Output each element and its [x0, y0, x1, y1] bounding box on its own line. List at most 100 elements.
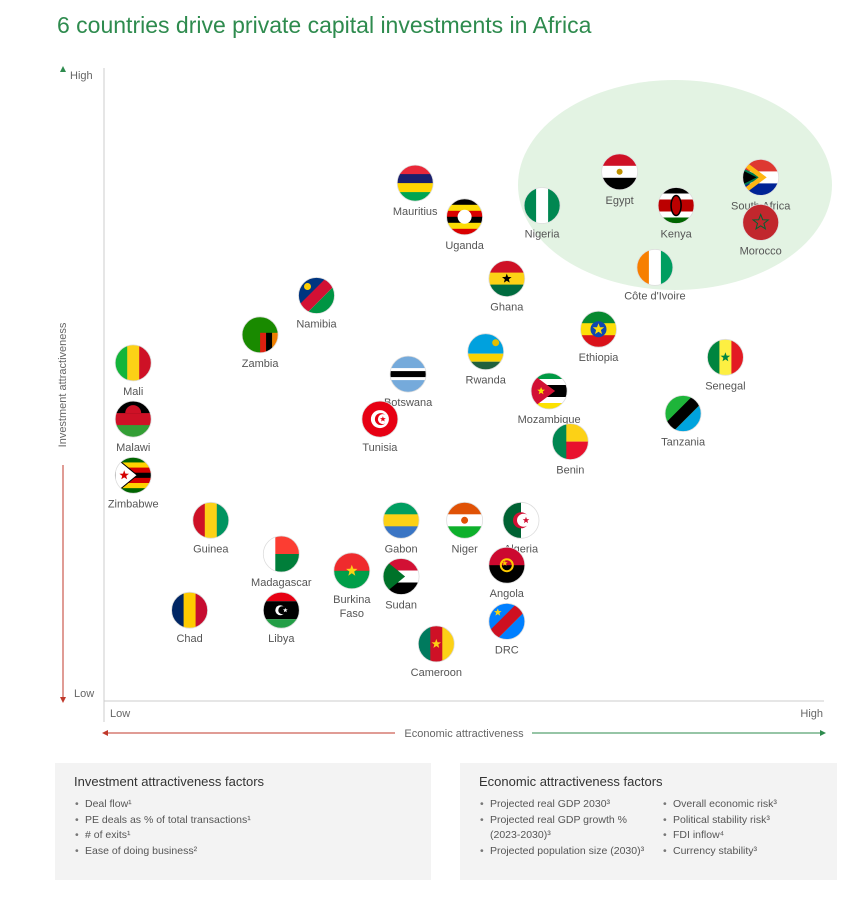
investment-factors-list: Deal flow¹ PE deals as % of total transa…: [75, 797, 251, 859]
southafrica-flag-icon: [742, 159, 779, 196]
rwanda-flag-icon: [467, 333, 504, 370]
flag-outline: [241, 316, 279, 354]
page-title: 6 countries drive private capital invest…: [57, 12, 592, 38]
flag-outline: [262, 535, 300, 573]
point-tanzania: Tanzania: [661, 395, 706, 449]
x-arrow-head-right: [820, 730, 826, 736]
point-mozambique: Mozambique: [518, 372, 581, 426]
point-label: Gabon: [385, 543, 418, 555]
drc-flag-icon: [488, 603, 525, 640]
point-label: DRC: [495, 644, 519, 656]
flag-outline: [580, 310, 617, 348]
scatter-chart: Investment attractiveness High Low Econo…: [57, 66, 832, 740]
list-item: Projected population size (2030)³: [480, 844, 645, 860]
flag-outline: [114, 344, 152, 382]
morocco-flag-icon: [742, 204, 779, 241]
flag-outline: [361, 400, 399, 438]
flag-outline: [114, 456, 152, 494]
flag-outline: [551, 423, 589, 461]
point-mali: Mali: [114, 344, 152, 398]
sudan-flag-icon: [383, 558, 420, 595]
flag-outline: [601, 153, 638, 191]
point-benin: Benin: [551, 423, 589, 477]
point-rwanda: Rwanda: [466, 333, 507, 387]
malawi-flag-icon: [115, 401, 152, 438]
point-label: Benin: [556, 465, 584, 477]
y-arrow-head-bottom: [60, 697, 66, 703]
point-label: Morocco: [740, 245, 782, 257]
point-label: Chad: [176, 633, 202, 645]
flag-outline: [389, 355, 427, 393]
economic-factors-title: Economic attractiveness factors: [479, 774, 663, 789]
point-zambia: Zambia: [241, 316, 279, 370]
flag-outline: [171, 591, 209, 629]
point-label: Angola: [490, 588, 525, 600]
point-label: Malawi: [116, 442, 150, 454]
uganda-flag-icon: [446, 198, 483, 235]
point-drc: DRC: [488, 603, 526, 656]
list-item: Ease of doing business²: [75, 844, 251, 860]
ethiopia-flag-icon: [580, 311, 617, 348]
point-label: Rwanda: [466, 375, 507, 387]
angola-flag-icon: [488, 547, 525, 584]
botswana-flag-icon: [390, 356, 427, 393]
point-algeria: Algeria: [502, 501, 540, 555]
flag-outline: [298, 277, 335, 314]
y-tick-low: Low: [74, 688, 94, 700]
point-ethiopia: Ethiopia: [579, 310, 620, 364]
point-nigeria: Nigeria: [523, 187, 561, 241]
flag-outline: [523, 187, 561, 224]
y-tick-high: High: [70, 70, 93, 82]
list-item: Political stability risk³: [663, 813, 833, 829]
flag-outline: [657, 187, 695, 224]
point-sudan: Sudan: [382, 558, 420, 612]
flag-outline: [382, 558, 420, 595]
x-tick-high: High: [800, 708, 823, 720]
point-label: Libya: [268, 633, 295, 645]
flag-outline: [488, 260, 526, 298]
investment-factors-panel: Investment attractiveness factors Deal f…: [55, 763, 431, 880]
egypt-flag-icon: [601, 153, 638, 190]
point-cameroon: Cameroon: [411, 625, 462, 679]
guinea-flag-icon: [192, 502, 229, 539]
flag-outline: [114, 400, 152, 438]
list-item: FDI inflow⁴: [663, 828, 833, 844]
point-madagascar: Madagascar: [251, 535, 312, 589]
highlight-cluster: [518, 80, 832, 290]
point-mauritius: Mauritius: [393, 164, 438, 218]
chad-flag-icon: [171, 592, 208, 629]
flag-outline: [262, 591, 300, 629]
point-label: Ghana: [490, 302, 524, 314]
zambia-flag-icon: [242, 316, 279, 353]
point-label: Egypt: [606, 195, 634, 207]
list-item: Deal flow¹: [75, 797, 251, 813]
flag-outline: [488, 546, 526, 584]
economic-factors-list-2: Overall economic risk³ Political stabili…: [663, 797, 833, 859]
benin-flag-icon: [552, 423, 589, 460]
point-label: Niger: [451, 543, 478, 555]
point-label: Namibia: [296, 319, 337, 331]
mozambique-flag-icon: [531, 373, 568, 409]
point-libya: Libya: [262, 591, 300, 645]
flag-outline: [742, 203, 780, 241]
list-item: # of exits¹: [75, 828, 251, 844]
point-label: Mauritius: [393, 206, 438, 218]
point-malawi: Malawi: [114, 400, 152, 454]
algeria-flag-icon: [503, 502, 539, 539]
flag-outline: [446, 501, 484, 539]
flag-outline: [502, 501, 540, 539]
point-label: Botswana: [384, 397, 433, 409]
flag-outline: [382, 501, 420, 539]
list-item: Projected real GDP growth % (2023-2030)³: [480, 813, 645, 844]
cotedivoire-flag-icon: [636, 249, 673, 286]
flag-outline: [530, 372, 568, 410]
point-label: Ethiopia: [579, 352, 620, 364]
economic-factors-panel: Economic attractiveness factors Projecte…: [460, 763, 837, 880]
point-guinea: Guinea: [192, 501, 229, 555]
list-item: PE deals as % of total transactions¹: [75, 813, 251, 829]
point-ghana: Ghana: [488, 260, 526, 314]
point-label: Senegal: [705, 380, 745, 392]
point-angola: Angola: [488, 546, 526, 600]
point-label: Zimbabwe: [108, 498, 159, 510]
gabon-flag-icon: [383, 502, 420, 539]
